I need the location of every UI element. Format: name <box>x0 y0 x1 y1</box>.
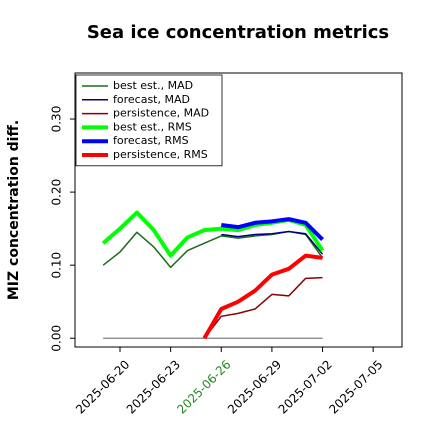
series-line <box>202 253 323 340</box>
series-line <box>203 276 323 339</box>
series-line <box>221 217 324 242</box>
legend-label: best est., MAD <box>113 79 193 92</box>
series-line <box>221 230 324 255</box>
y-tick-label: 0.10 <box>50 252 64 279</box>
legend-label: persistence, RMS <box>113 148 208 161</box>
legend-label: forecast, MAD <box>113 93 190 106</box>
legend-label: persistence, MAD <box>113 107 209 120</box>
legend-box <box>75 74 223 167</box>
x-tick-label: 2025-07-05 <box>326 357 385 416</box>
y-tick-label: 0.00 <box>50 325 64 352</box>
plot-frame <box>74 72 403 348</box>
legend-label: best est., RMS <box>113 120 192 133</box>
series-line <box>102 230 324 269</box>
y-tick-label: 0.30 <box>50 106 64 133</box>
y-tick-label: 0.20 <box>50 179 64 206</box>
chart-title: Sea ice concentration metrics <box>87 22 389 43</box>
legend-label: forecast, RMS <box>113 134 189 147</box>
y-axis-label: MIZ concentration diff. <box>6 120 22 300</box>
